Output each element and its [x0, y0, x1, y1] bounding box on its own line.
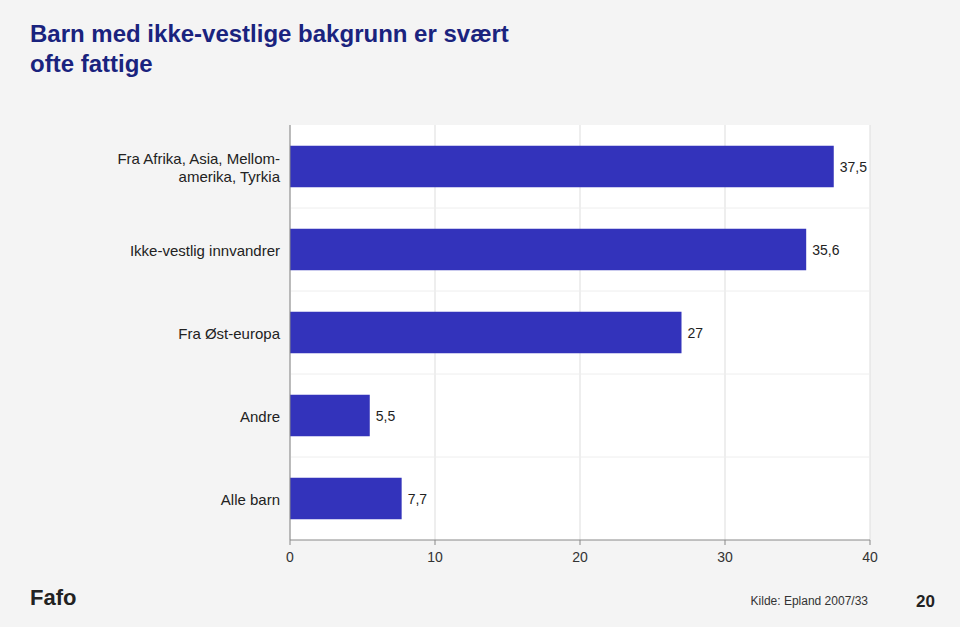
tick-mark — [580, 540, 581, 545]
data-label: 7,7 — [408, 491, 428, 507]
bar — [290, 146, 834, 188]
category-label: Fra Øst-europa — [178, 324, 280, 341]
labels: 37,5 Fra Afrika, Asia, Mellom-amerika, Ty… — [117, 149, 867, 507]
bar — [290, 312, 682, 354]
page-number: 20 — [916, 592, 935, 611]
grid-line — [290, 125, 291, 540]
tick-label: 40 — [862, 549, 878, 565]
data-label: 27 — [688, 325, 704, 341]
separator — [290, 374, 870, 375]
data-label: 5,5 — [376, 408, 396, 424]
category-label: Ikke-vestlig innvandrer — [130, 241, 280, 258]
chart-container: Barn med ikke-vestlige bakgrunn er svært… — [0, 0, 960, 627]
separator — [290, 291, 870, 292]
tick-label: 30 — [717, 549, 733, 565]
grid — [290, 125, 870, 540]
separator — [290, 208, 870, 209]
x-axis-line — [290, 540, 870, 541]
tick-mark — [290, 540, 291, 545]
grid-line — [870, 125, 871, 540]
bars — [290, 146, 834, 520]
tick-label: 0 — [286, 549, 294, 565]
category-label: Fra Afrika, Asia, Mellom-amerika, Tyrkia — [117, 149, 280, 184]
plot-background — [290, 125, 870, 540]
tick-mark — [725, 540, 726, 545]
bar — [290, 478, 402, 520]
title: Barn med ikke-vestlige bakgrunn er svært… — [30, 20, 509, 77]
source: Kilde: Epland 2007/33 — [751, 594, 869, 608]
y-axis-line — [290, 125, 291, 540]
logo-text: Fafo — [30, 585, 76, 610]
data-label: 35,6 — [812, 242, 839, 258]
category-label: Alle barn — [221, 490, 280, 507]
bar — [290, 395, 370, 437]
category-label: Andre — [240, 407, 280, 424]
tick-label: 20 — [572, 549, 588, 565]
bar — [290, 229, 806, 271]
tick-mark — [435, 540, 436, 545]
tick-mark — [870, 540, 871, 545]
separator — [290, 457, 870, 458]
chart-svg: Barn med ikke-vestlige bakgrunn er svært… — [0, 0, 960, 627]
tick-label: 10 — [427, 549, 443, 565]
data-label: 37,5 — [840, 159, 867, 175]
